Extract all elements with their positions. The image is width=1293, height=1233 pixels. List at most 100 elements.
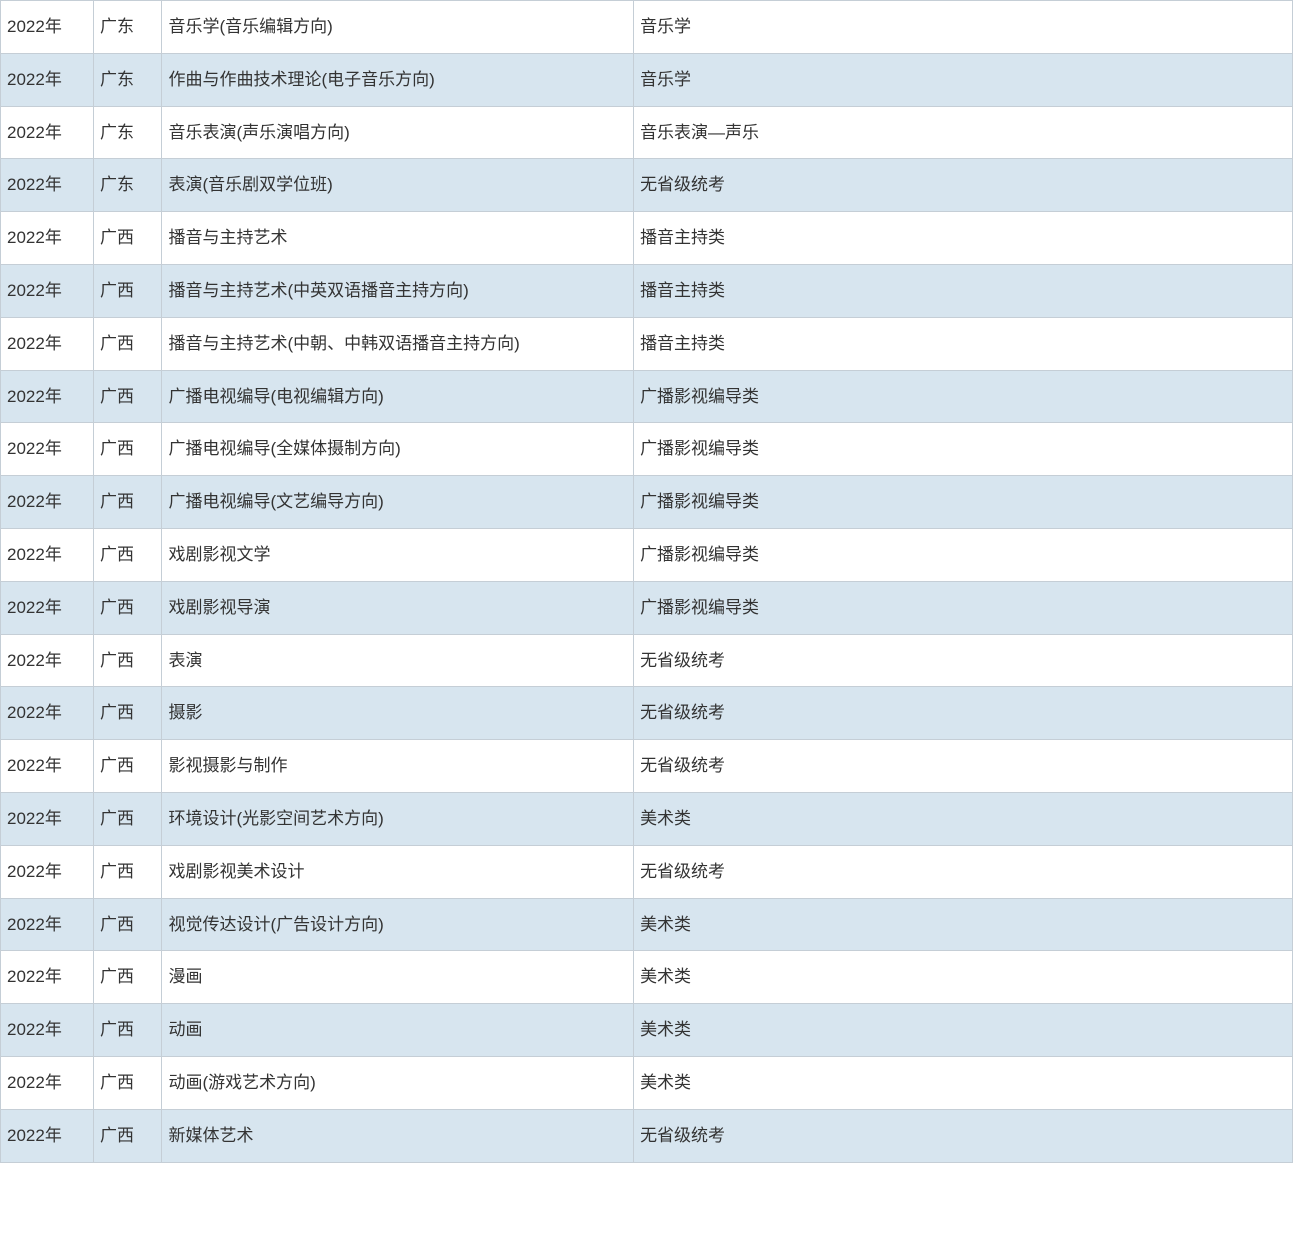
table-row: 2022年广西影视摄影与制作无省级统考 [1, 740, 1293, 793]
cell-year: 2022年 [1, 792, 94, 845]
cell-province: 广西 [94, 1056, 162, 1109]
cell-category: 美术类 [634, 951, 1293, 1004]
cell-major: 戏剧影视文学 [162, 528, 634, 581]
cell-year: 2022年 [1, 317, 94, 370]
cell-province: 广西 [94, 1004, 162, 1057]
cell-province: 广西 [94, 845, 162, 898]
cell-province: 广西 [94, 528, 162, 581]
cell-major: 戏剧影视导演 [162, 581, 634, 634]
cell-category: 美术类 [634, 792, 1293, 845]
cell-major: 广播电视编导(全媒体摄制方向) [162, 423, 634, 476]
cell-year: 2022年 [1, 845, 94, 898]
cell-year: 2022年 [1, 634, 94, 687]
cell-year: 2022年 [1, 1109, 94, 1162]
cell-year: 2022年 [1, 1004, 94, 1057]
table-row: 2022年广西广播电视编导(全媒体摄制方向)广播影视编导类 [1, 423, 1293, 476]
cell-category: 无省级统考 [634, 159, 1293, 212]
table-row: 2022年广西播音与主持艺术播音主持类 [1, 212, 1293, 265]
cell-year: 2022年 [1, 687, 94, 740]
cell-major: 新媒体艺术 [162, 1109, 634, 1162]
cell-province: 广西 [94, 740, 162, 793]
cell-major: 广播电视编导(文艺编导方向) [162, 476, 634, 529]
cell-year: 2022年 [1, 740, 94, 793]
cell-category: 音乐表演—声乐 [634, 106, 1293, 159]
table-row: 2022年广西广播电视编导(文艺编导方向)广播影视编导类 [1, 476, 1293, 529]
cell-category: 广播影视编导类 [634, 581, 1293, 634]
cell-category: 无省级统考 [634, 1109, 1293, 1162]
cell-province: 广西 [94, 370, 162, 423]
cell-major: 音乐表演(声乐演唱方向) [162, 106, 634, 159]
cell-year: 2022年 [1, 159, 94, 212]
cell-category: 广播影视编导类 [634, 528, 1293, 581]
cell-category: 广播影视编导类 [634, 476, 1293, 529]
cell-category: 音乐学 [634, 53, 1293, 106]
cell-category: 广播影视编导类 [634, 423, 1293, 476]
cell-province: 广西 [94, 687, 162, 740]
cell-category: 无省级统考 [634, 845, 1293, 898]
cell-year: 2022年 [1, 106, 94, 159]
cell-category: 播音主持类 [634, 317, 1293, 370]
cell-province: 广东 [94, 1, 162, 54]
cell-province: 广西 [94, 634, 162, 687]
table-row: 2022年广西漫画美术类 [1, 951, 1293, 1004]
cell-major: 动画(游戏艺术方向) [162, 1056, 634, 1109]
cell-year: 2022年 [1, 898, 94, 951]
cell-major: 影视摄影与制作 [162, 740, 634, 793]
table-row: 2022年广西戏剧影视导演广播影视编导类 [1, 581, 1293, 634]
table-row: 2022年广西动画(游戏艺术方向)美术类 [1, 1056, 1293, 1109]
cell-major: 摄影 [162, 687, 634, 740]
cell-major: 环境设计(光影空间艺术方向) [162, 792, 634, 845]
cell-year: 2022年 [1, 1056, 94, 1109]
cell-province: 广西 [94, 317, 162, 370]
cell-province: 广西 [94, 1109, 162, 1162]
cell-major: 作曲与作曲技术理论(电子音乐方向) [162, 53, 634, 106]
table-row: 2022年广西广播电视编导(电视编辑方向)广播影视编导类 [1, 370, 1293, 423]
cell-major: 播音与主持艺术 [162, 212, 634, 265]
table-row: 2022年广西环境设计(光影空间艺术方向)美术类 [1, 792, 1293, 845]
cell-year: 2022年 [1, 370, 94, 423]
cell-major: 广播电视编导(电视编辑方向) [162, 370, 634, 423]
table-row: 2022年广西视觉传达设计(广告设计方向)美术类 [1, 898, 1293, 951]
cell-major: 表演(音乐剧双学位班) [162, 159, 634, 212]
table-row: 2022年广西播音与主持艺术(中英双语播音主持方向)播音主持类 [1, 264, 1293, 317]
cell-year: 2022年 [1, 423, 94, 476]
table-body: 2022年广东音乐学(音乐编辑方向)音乐学2022年广东作曲与作曲技术理论(电子… [1, 1, 1293, 1163]
table-row: 2022年广东表演(音乐剧双学位班)无省级统考 [1, 159, 1293, 212]
cell-province: 广西 [94, 423, 162, 476]
table-row: 2022年广西播音与主持艺术(中朝、中韩双语播音主持方向)播音主持类 [1, 317, 1293, 370]
table-row: 2022年广东音乐学(音乐编辑方向)音乐学 [1, 1, 1293, 54]
cell-category: 播音主持类 [634, 212, 1293, 265]
cell-major: 播音与主持艺术(中朝、中韩双语播音主持方向) [162, 317, 634, 370]
cell-category: 无省级统考 [634, 634, 1293, 687]
cell-category: 无省级统考 [634, 687, 1293, 740]
cell-major: 播音与主持艺术(中英双语播音主持方向) [162, 264, 634, 317]
cell-major: 戏剧影视美术设计 [162, 845, 634, 898]
cell-province: 广西 [94, 476, 162, 529]
cell-year: 2022年 [1, 1, 94, 54]
cell-category: 无省级统考 [634, 740, 1293, 793]
table-row: 2022年广西表演无省级统考 [1, 634, 1293, 687]
cell-province: 广西 [94, 212, 162, 265]
cell-year: 2022年 [1, 581, 94, 634]
cell-category: 美术类 [634, 1056, 1293, 1109]
cell-year: 2022年 [1, 951, 94, 1004]
cell-major: 表演 [162, 634, 634, 687]
cell-province: 广西 [94, 264, 162, 317]
cell-category: 美术类 [634, 1004, 1293, 1057]
cell-category: 音乐学 [634, 1, 1293, 54]
cell-province: 广西 [94, 581, 162, 634]
cell-year: 2022年 [1, 53, 94, 106]
cell-major: 漫画 [162, 951, 634, 1004]
cell-year: 2022年 [1, 528, 94, 581]
cell-province: 广东 [94, 53, 162, 106]
cell-province: 广西 [94, 898, 162, 951]
table-row: 2022年广西动画美术类 [1, 1004, 1293, 1057]
cell-province: 广西 [94, 951, 162, 1004]
cell-year: 2022年 [1, 476, 94, 529]
cell-province: 广东 [94, 106, 162, 159]
table-row: 2022年广西摄影无省级统考 [1, 687, 1293, 740]
table-row: 2022年广西新媒体艺术无省级统考 [1, 1109, 1293, 1162]
cell-category: 播音主持类 [634, 264, 1293, 317]
cell-major: 动画 [162, 1004, 634, 1057]
cell-major: 视觉传达设计(广告设计方向) [162, 898, 634, 951]
